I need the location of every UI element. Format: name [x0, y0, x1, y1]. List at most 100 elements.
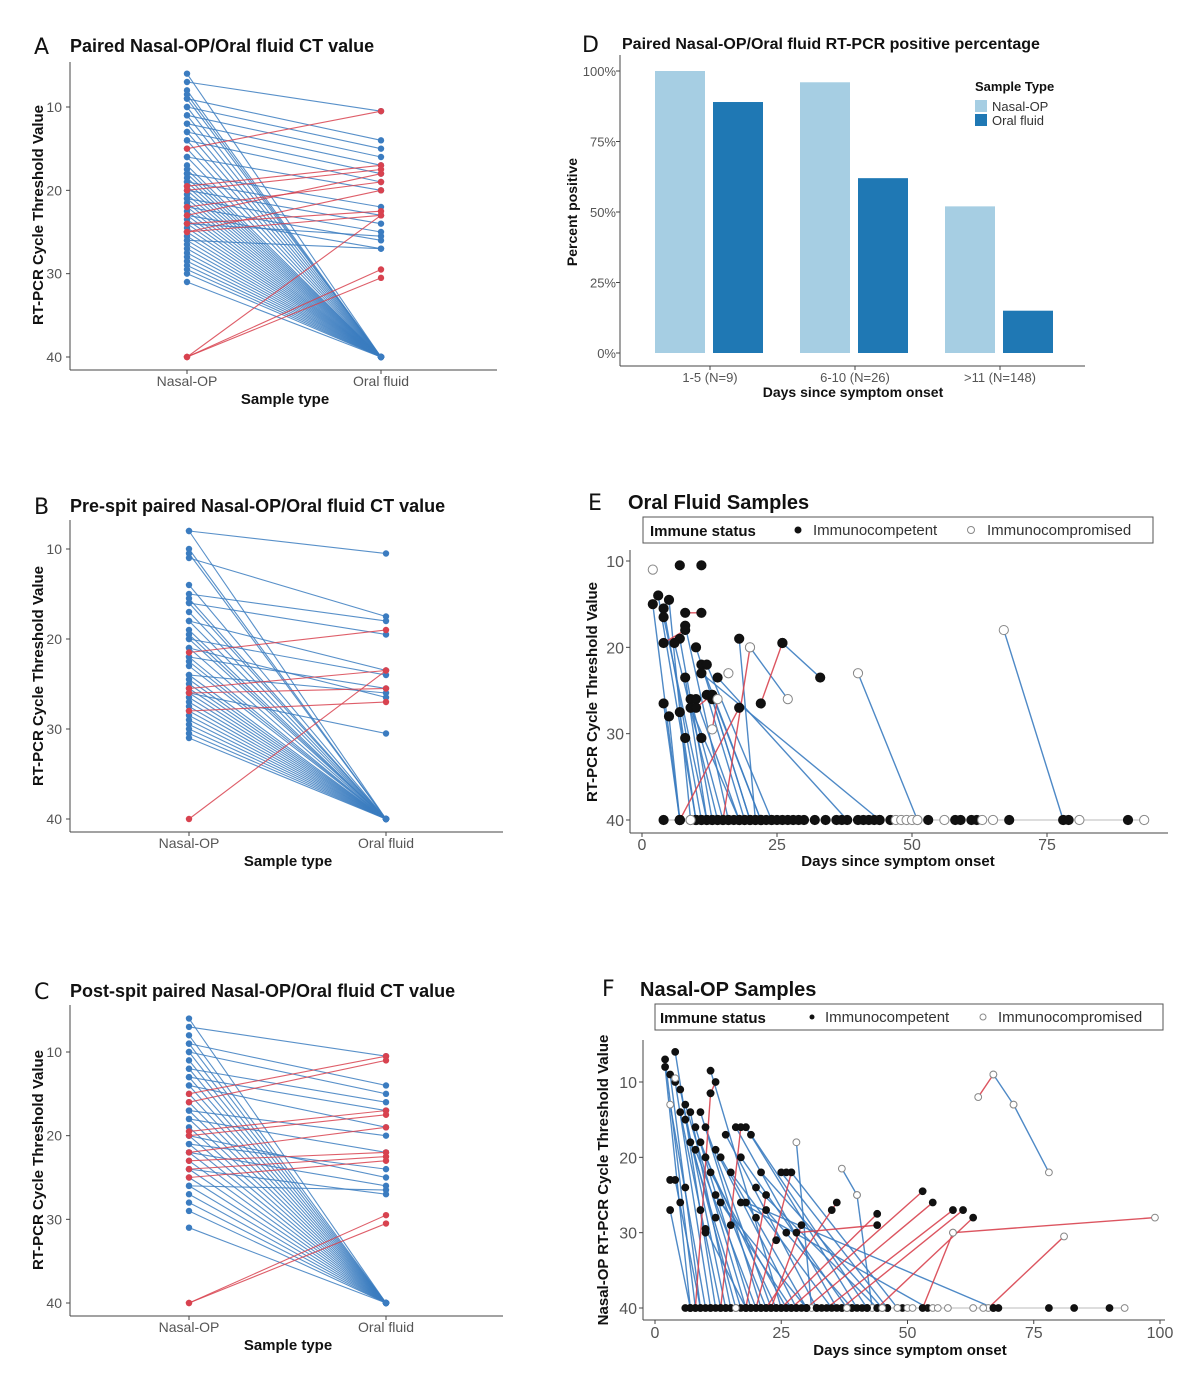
- immunocompetent-point: [752, 1183, 760, 1192]
- immunocompromised-point: [843, 1304, 851, 1312]
- immunocompetent-point: [658, 637, 669, 649]
- immunocompetent-point: [681, 1115, 690, 1124]
- immunocompetent-point: [696, 1108, 705, 1117]
- pair-line: [186, 273, 382, 358]
- oral-fluid-point: [377, 153, 385, 161]
- pair-line: [186, 139, 382, 358]
- immunocompetent-point: [734, 702, 745, 713]
- immunocompromised-point: [1009, 1100, 1018, 1109]
- immunocompetent-point: [712, 672, 723, 683]
- chart-f-plot: 10 20 30 40 0 25 50 75 100: [619, 1040, 1173, 1342]
- trajectory-line: [760, 642, 784, 704]
- pair-line: [188, 732, 387, 820]
- oral-fluid-point: [382, 617, 390, 625]
- pair-line: [186, 156, 382, 191]
- pair-line: [188, 728, 387, 820]
- immunocompetent-point: [680, 732, 691, 744]
- trajectory-line: [790, 1171, 898, 1309]
- pair-line: [188, 1185, 387, 1304]
- pair-line: [186, 268, 382, 358]
- nasal-op-point: [185, 698, 193, 706]
- pair-line: [188, 1126, 387, 1153]
- pair-line: [188, 1018, 387, 1304]
- oral-fluid-point: [382, 1124, 390, 1131]
- pair-line: [188, 719, 387, 820]
- trajectory-line: [725, 1134, 818, 1309]
- oral-fluid-point: [382, 671, 390, 679]
- pair-line: [188, 1193, 387, 1304]
- oral-fluid-point: [382, 631, 390, 638]
- nasal-op-point: [183, 212, 191, 219]
- immunocompetent-point: [676, 1108, 685, 1117]
- y-tick-label: 30: [46, 266, 62, 282]
- trajectory-line: [922, 1232, 954, 1309]
- pair-line: [188, 715, 387, 820]
- y-tick-label: 50%: [590, 205, 616, 220]
- immunocompromised-point: [949, 1228, 957, 1237]
- immunocompetent-point: [772, 1304, 781, 1312]
- chart-b-ylabel: RT-PCR Cycle Threshold Value: [30, 566, 47, 786]
- pair-line: [186, 223, 382, 358]
- x-tick-label: 75: [1038, 837, 1056, 854]
- trajectory-line: [709, 1070, 782, 1309]
- pair-line: [186, 131, 382, 175]
- nasal-op-point: [185, 635, 193, 643]
- pair-line: [186, 114, 382, 358]
- nasal-op-point: [185, 721, 193, 728]
- immunocompetent-point: [666, 1206, 675, 1214]
- y-tick-label: 40: [46, 349, 62, 365]
- y-tick-label: 40: [606, 813, 624, 830]
- trajectory-line: [706, 664, 773, 821]
- pair-line: [186, 189, 382, 233]
- oral-fluid-point: [377, 212, 385, 219]
- pair-line: [188, 647, 387, 820]
- immunocompetent-point: [676, 1085, 685, 1094]
- pair-line: [186, 148, 382, 358]
- nasal-op-point: [183, 112, 191, 119]
- pair-line: [186, 81, 382, 112]
- trajectory-line: [745, 1194, 767, 1309]
- nasal-op-point: [185, 1299, 193, 1307]
- immunocompetent-point: [742, 1198, 750, 1207]
- immunocompetent-point: [680, 624, 691, 636]
- pair-line: [186, 123, 382, 166]
- nasal-op-point: [185, 626, 193, 634]
- chart-e-legend: Immune status Immunocompetent Immunocomp…: [642, 516, 1154, 544]
- pair-line: [188, 1114, 387, 1137]
- x-tick-label: 1-5 (N=9): [682, 370, 737, 385]
- oral-fluid-point: [382, 1099, 390, 1106]
- immunocompetent-point: [815, 672, 826, 683]
- chart-d-legend: Sample Type Nasal-OP Oral fluid: [975, 79, 1054, 128]
- pair-line: [188, 1227, 387, 1304]
- trajectory-line: [673, 642, 719, 821]
- immunocompromised-point: [782, 694, 793, 705]
- y-tick-label: 30: [46, 1211, 62, 1227]
- immunocompetent-point: [681, 1183, 690, 1192]
- pair-line: [186, 260, 382, 358]
- legend-label-nasal-op: Nasal-OP: [992, 99, 1048, 114]
- chart-f-title: Nasal-OP Samples: [640, 979, 816, 1001]
- nasal-op-point: [185, 734, 193, 742]
- chart-e-xlabel: Days since symptom onset: [801, 853, 994, 870]
- nasal-op-point: [185, 581, 193, 589]
- immunocompromised-point: [1151, 1213, 1159, 1222]
- immunocompetent-marker-icon: [809, 1014, 815, 1020]
- oral-fluid-point: [382, 698, 390, 706]
- chart-d-title: Paired Nasal-OP/Oral fluid RT-PCR positi…: [622, 36, 1040, 53]
- chart-f-legend: Immune status Immunocompetent Immunocomp…: [654, 1003, 1164, 1031]
- trajectory-line: [668, 716, 681, 821]
- immunocompetent-point: [736, 1123, 745, 1132]
- pair-line: [186, 114, 382, 158]
- immunocompromised-point: [979, 1304, 988, 1312]
- oral-fluid-point: [377, 162, 385, 169]
- nasal-op-point: [183, 170, 191, 177]
- pair-line: [188, 634, 387, 820]
- immunocompetent-point: [994, 1304, 1003, 1312]
- immunocompetent-point: [762, 1206, 770, 1214]
- nasal-op-point: [185, 1165, 193, 1173]
- nasal-op-point: [185, 716, 193, 724]
- trajectory-line: [1012, 1104, 1050, 1173]
- pair-line: [188, 674, 387, 694]
- immunocompromised-point: [1074, 814, 1085, 826]
- oral-fluid-point: [377, 137, 385, 144]
